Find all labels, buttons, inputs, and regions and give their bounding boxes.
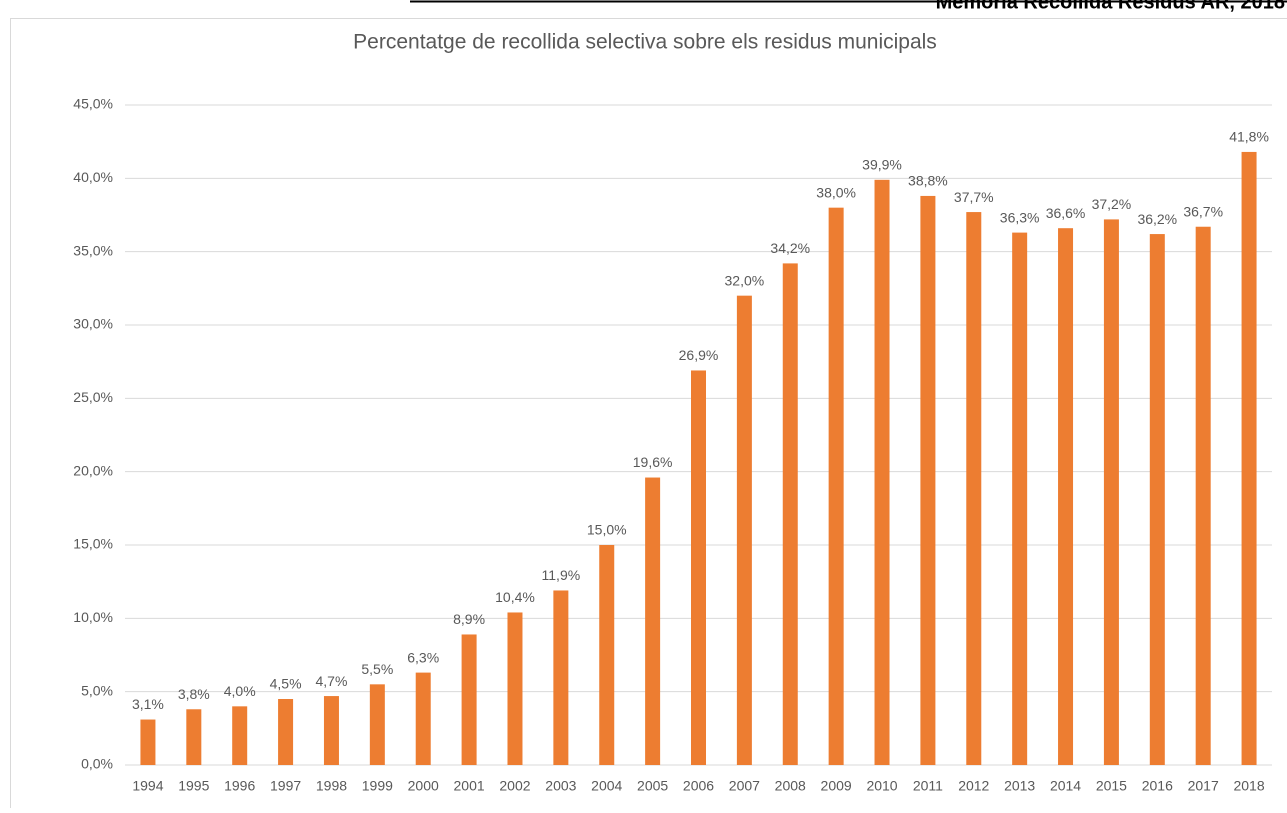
bar	[278, 699, 293, 765]
y-tick-label: 30,0%	[73, 316, 113, 332]
x-tick-label: 1999	[362, 778, 393, 794]
x-tick-label: 2005	[637, 778, 668, 794]
data-label: 37,7%	[954, 189, 994, 205]
data-label: 3,8%	[178, 686, 210, 702]
data-label: 32,0%	[725, 272, 765, 288]
x-tick-label: 1994	[132, 778, 163, 794]
data-label: 11,9%	[542, 567, 581, 583]
data-label: 36,7%	[1183, 203, 1223, 219]
y-tick-label: 40,0%	[73, 169, 113, 185]
x-tick-label: 2009	[821, 778, 852, 794]
bar	[1196, 227, 1211, 765]
bar	[1150, 234, 1165, 765]
y-tick-label: 25,0%	[73, 389, 113, 405]
bar	[140, 720, 155, 765]
y-tick-label: 15,0%	[73, 536, 113, 552]
data-label: 34,2%	[770, 240, 810, 256]
bar	[1012, 233, 1027, 765]
data-label: 3,1%	[132, 696, 164, 712]
bar	[829, 208, 844, 765]
data-label: 39,9%	[862, 157, 902, 173]
data-label: 8,9%	[453, 611, 485, 627]
bar	[1058, 228, 1073, 765]
x-tick-label: 2013	[1004, 778, 1035, 794]
bar	[599, 545, 614, 765]
bar	[324, 696, 339, 765]
bar	[370, 684, 385, 765]
data-label: 26,9%	[679, 347, 719, 363]
bar	[645, 478, 660, 765]
bar	[553, 590, 568, 765]
data-label: 36,2%	[1137, 211, 1177, 227]
bar	[232, 706, 247, 765]
x-tick-label: 2017	[1188, 778, 1219, 794]
y-tick-label: 20,0%	[73, 462, 113, 478]
x-tick-label: 2002	[499, 778, 530, 794]
bar	[737, 296, 752, 765]
y-tick-label: 10,0%	[73, 609, 113, 625]
data-label: 41,8%	[1229, 129, 1269, 145]
x-tick-label: 2018	[1233, 778, 1264, 794]
data-label: 6,3%	[407, 649, 439, 665]
bar	[1104, 219, 1119, 765]
x-tick-label: 2008	[775, 778, 806, 794]
x-tick-label: 2012	[958, 778, 989, 794]
x-tick-label: 2015	[1096, 778, 1127, 794]
data-label: 4,7%	[315, 673, 347, 689]
bar	[416, 673, 431, 765]
chart-title: Percentatge de recollida selectiva sobre…	[353, 31, 937, 54]
y-tick-label: 0,0%	[81, 756, 113, 772]
x-tick-label: 1997	[270, 778, 301, 794]
x-tick-label: 1995	[178, 778, 209, 794]
x-tick-label: 2004	[591, 778, 622, 794]
data-label: 36,6%	[1046, 205, 1086, 221]
data-label: 5,5%	[361, 661, 393, 677]
x-tick-label: 2003	[545, 778, 576, 794]
y-tick-label: 35,0%	[73, 242, 113, 258]
data-label: 4,0%	[224, 683, 256, 699]
header-text: Memòria Recollida Residus AR, 2018	[936, 0, 1285, 13]
bar	[875, 180, 890, 765]
y-tick-label: 45,0%	[73, 96, 113, 112]
data-label: 37,2%	[1092, 196, 1132, 212]
bar	[966, 212, 981, 765]
x-tick-label: 1998	[316, 778, 347, 794]
data-label: 10,4%	[495, 589, 535, 605]
data-label: 19,6%	[633, 454, 673, 470]
bar	[507, 612, 522, 765]
bar	[186, 709, 201, 765]
bar	[920, 196, 935, 765]
data-label: 38,0%	[816, 184, 856, 200]
data-label: 15,0%	[587, 522, 627, 538]
bar	[1242, 152, 1257, 765]
data-label: 4,5%	[270, 676, 302, 692]
bar	[462, 634, 477, 765]
x-tick-label: 2007	[729, 778, 760, 794]
x-tick-label: 2001	[454, 778, 485, 794]
x-tick-label: 2010	[866, 778, 897, 794]
bar	[783, 263, 798, 765]
x-tick-label: 2011	[913, 778, 943, 794]
x-tick-label: 2000	[408, 778, 439, 794]
y-tick-label: 5,0%	[81, 682, 113, 698]
x-tick-label: 2016	[1142, 778, 1173, 794]
x-tick-label: 2014	[1050, 778, 1081, 794]
data-label: 36,3%	[1000, 209, 1040, 225]
bar	[691, 370, 706, 765]
x-tick-label: 2006	[683, 778, 714, 794]
x-tick-label: 1996	[224, 778, 255, 794]
data-label: 38,8%	[908, 173, 948, 189]
